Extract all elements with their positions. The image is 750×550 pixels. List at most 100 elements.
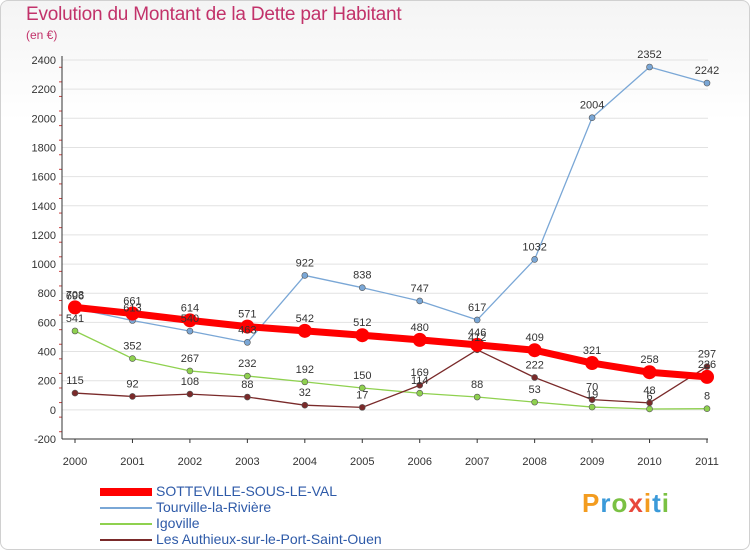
x-tick-label: 2007 <box>465 456 489 468</box>
data-point <box>182 313 197 328</box>
data-label: 192 <box>296 364 314 376</box>
data-point <box>416 381 424 389</box>
data-label: 32 <box>299 387 311 399</box>
data-point <box>358 384 366 392</box>
x-tick-label: 2000 <box>63 456 87 468</box>
series-0 <box>68 300 714 384</box>
data-point <box>527 343 542 358</box>
data-point <box>585 356 600 371</box>
data-point <box>71 389 79 397</box>
data-label: 703 <box>66 289 84 301</box>
data-label: 297 <box>698 349 716 361</box>
data-label: 232 <box>238 358 256 370</box>
data-point <box>700 369 714 384</box>
data-point <box>642 365 657 380</box>
logo-letter: x <box>628 488 644 518</box>
data-point <box>531 374 538 381</box>
logo-letter: P <box>582 488 601 518</box>
y-tick-label: 1800 <box>32 142 56 154</box>
x-tick-label: 2003 <box>235 456 259 468</box>
data-label: 321 <box>583 345 601 357</box>
data-label: 2352 <box>637 49 661 61</box>
data-point <box>244 339 251 346</box>
data-point <box>244 372 251 380</box>
series-3 <box>71 346 711 411</box>
data-point <box>412 332 427 347</box>
x-tick-label: 2009 <box>580 456 604 468</box>
data-label: 463 <box>238 324 256 336</box>
legend-label: Les Authieux-sur-le-Port-Saint-Ouen <box>156 531 382 547</box>
data-label: 267 <box>181 353 199 365</box>
legend-label: Igoville <box>156 515 200 531</box>
x-tick-label: 2008 <box>522 456 546 468</box>
data-label: 226 <box>698 359 716 371</box>
y-tick-label: 1600 <box>32 172 56 184</box>
data-point <box>473 316 481 324</box>
data-label: 114 <box>411 375 429 387</box>
data-label: 169 <box>411 367 429 379</box>
data-label: 661 <box>123 295 141 307</box>
data-label: 88 <box>241 379 253 391</box>
data-label: 412 <box>468 332 486 344</box>
data-label: 747 <box>411 283 429 295</box>
logo-letter: i <box>661 488 670 518</box>
data-label: 6 <box>646 391 652 403</box>
data-point <box>186 390 194 398</box>
data-point <box>416 297 424 305</box>
series-line <box>74 330 708 410</box>
data-label: 352 <box>123 341 141 353</box>
data-point <box>301 272 309 279</box>
x-tick-label: 2006 <box>407 456 431 468</box>
legend-swatch <box>100 539 152 541</box>
data-label: 258 <box>640 354 658 366</box>
data-point <box>470 337 485 352</box>
data-point <box>125 306 140 321</box>
y-tick-label: 0 <box>50 405 56 417</box>
data-labels: 703 661 614 571 542 512 480 446 409 321 258 226 696 6… <box>66 49 719 403</box>
x-tick-label: 2001 <box>120 456 144 468</box>
series-line <box>74 303 708 381</box>
y-tick-label: 600 <box>38 317 56 329</box>
data-label: 922 <box>296 257 314 269</box>
logo-letter: r <box>600 488 612 518</box>
y-tick-label: 200 <box>38 376 56 388</box>
chart-title: Evolution du Montant de la Dette par Hab… <box>26 4 402 25</box>
data-point <box>358 284 366 291</box>
data-point <box>531 256 538 263</box>
data-point <box>588 403 596 411</box>
data-label: 19 <box>586 389 598 401</box>
data-label: 222 <box>525 359 543 371</box>
y-tick-label: -200 <box>34 434 56 446</box>
data-label: 2004 <box>580 100 604 112</box>
data-point <box>244 393 251 401</box>
data-point <box>71 327 79 335</box>
y-tick-label: 2400 <box>32 55 56 67</box>
data-point <box>703 405 711 412</box>
legend-swatch <box>100 523 152 525</box>
data-label: 613 <box>123 302 141 314</box>
data-point <box>588 114 596 122</box>
series-line <box>74 66 708 344</box>
data-point <box>68 300 82 315</box>
logo-letter: i <box>643 488 653 518</box>
x-tick-label: 2010 <box>637 456 661 468</box>
data-label: 70 <box>586 382 598 394</box>
logo-letter: o <box>611 488 629 518</box>
data-label: 542 <box>296 313 314 325</box>
data-label: 115 <box>66 375 84 387</box>
data-label: 48 <box>643 385 655 397</box>
data-label: 696 <box>66 290 84 302</box>
data-point <box>646 405 653 413</box>
proxiti-logo: Proxiti <box>582 488 670 519</box>
data-label: 108 <box>181 376 199 388</box>
data-point <box>240 319 255 334</box>
data-point <box>588 396 596 403</box>
data-point <box>186 367 194 375</box>
data-point <box>416 389 424 397</box>
data-point <box>297 323 312 338</box>
data-point <box>301 401 309 409</box>
legend-label: SOTTEVILLE-SOUS-LE-VAL <box>156 483 338 499</box>
legend-label: Tourville-la-Rivière <box>156 499 272 515</box>
data-label: 838 <box>353 270 371 282</box>
